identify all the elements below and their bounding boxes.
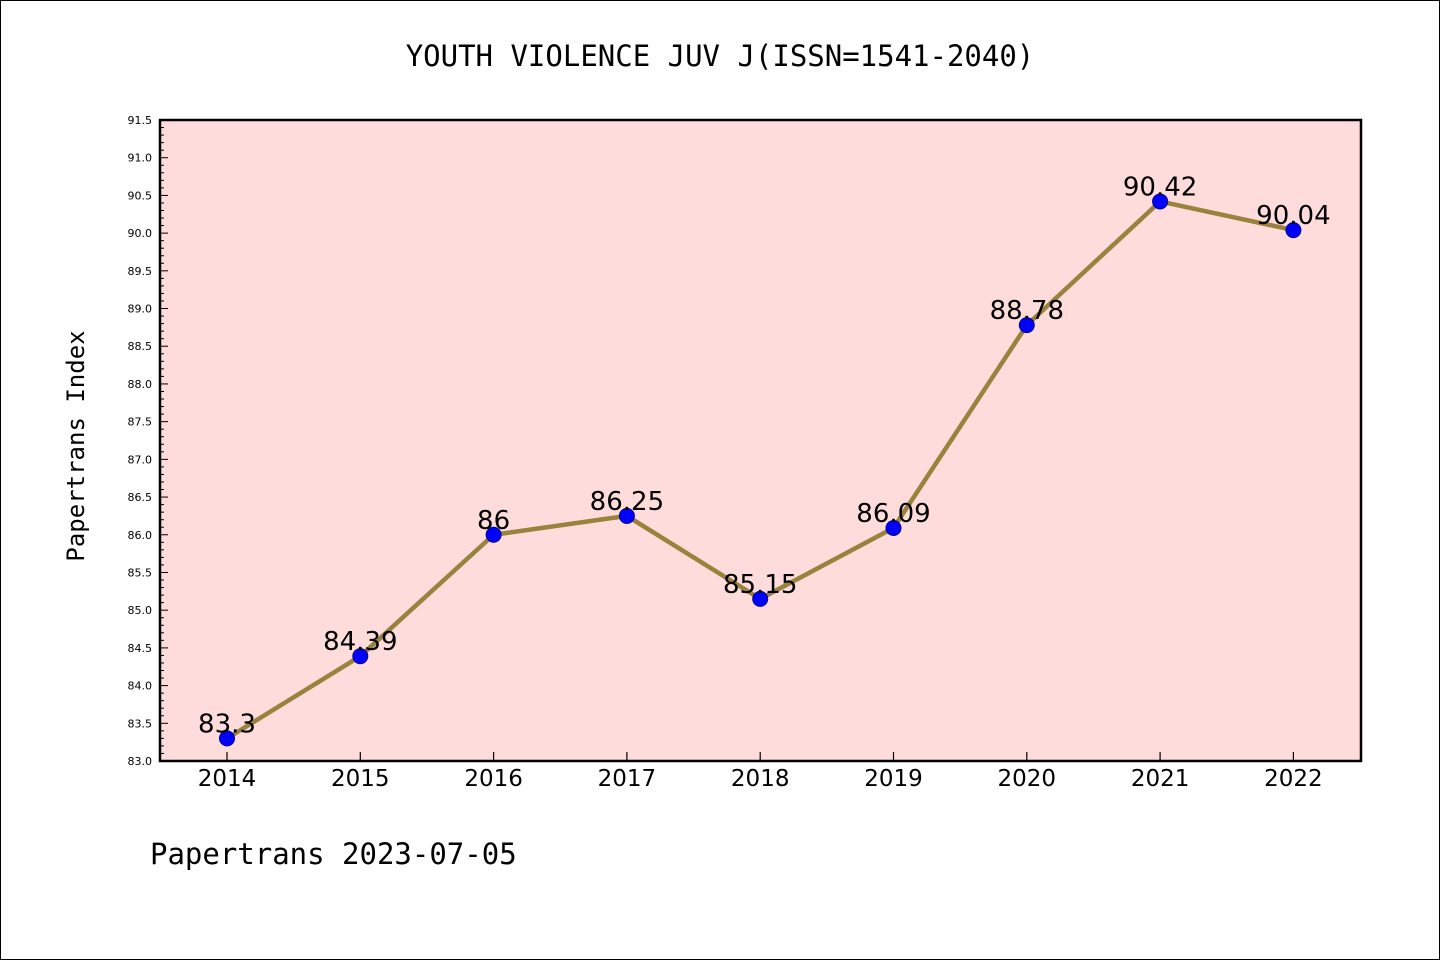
x-tick-label: 2017 — [598, 766, 657, 792]
data-label: 86.25 — [590, 487, 664, 517]
y-tick-label: 88.0 — [128, 378, 153, 391]
data-label: 83.3 — [198, 709, 256, 739]
y-tick-label: 87.5 — [128, 416, 153, 429]
data-point — [1285, 222, 1302, 239]
y-tick-label: 86.0 — [128, 529, 153, 542]
data-point — [219, 730, 235, 747]
x-tick-label: 2014 — [198, 766, 257, 792]
data-label: 84.39 — [323, 627, 397, 657]
data-label: 86.09 — [856, 499, 930, 529]
y-tick-label: 85.5 — [128, 566, 153, 579]
x-axis: 2014 2015 2016 2017 2018 2019 2020 2021 2022 — [198, 752, 1323, 792]
data-label: 90.04 — [1256, 201, 1330, 231]
y-tick-label: 85.0 — [128, 604, 153, 617]
data-label: 85.15 — [723, 570, 797, 600]
data-label: 86 — [477, 506, 510, 536]
data-point — [485, 526, 502, 543]
y-axis: 83.0 83.5 84.0 84.5 85.0 85.5 86.0 86.5 87.0 87.5… — [128, 114, 168, 768]
y-tick-label: 83.5 — [128, 717, 153, 730]
data-labels: 83.3 84.39 86 86.25 85.15 86.09 88.78 90.42 90.0… — [198, 172, 1331, 739]
y-axis-label: Papertrans Index — [62, 330, 90, 561]
y-tick-label: 89.0 — [128, 303, 153, 316]
x-tick-label: 2016 — [464, 766, 523, 792]
chart-title: YOUTH VIOLENCE JUV J(ISSN=1541-2040) — [406, 39, 1035, 73]
data-label: 88.78 — [990, 296, 1064, 326]
y-tick-label: 83.0 — [128, 755, 153, 768]
data-point — [1152, 193, 1169, 210]
y-tick-label: 90.0 — [128, 227, 153, 240]
data-point — [752, 590, 769, 607]
data-label: 90.42 — [1123, 172, 1197, 202]
y-tick-label: 84.5 — [128, 642, 153, 655]
x-tick-label: 2022 — [1264, 766, 1323, 792]
x-tick-label: 2018 — [731, 766, 790, 792]
data-point — [352, 648, 369, 665]
plot-border — [158, 118, 1363, 763]
y-tick-label: 84.0 — [128, 680, 153, 693]
data-point — [618, 507, 635, 524]
y-tick-label: 86.5 — [128, 491, 153, 504]
x-tick-label: 2020 — [998, 766, 1057, 792]
plot-area — [160, 120, 1361, 761]
y-tick-label: 91.0 — [128, 152, 153, 165]
data-point — [1018, 317, 1035, 334]
y-tick-label: 90.5 — [128, 189, 153, 202]
x-tick-label: 2015 — [331, 766, 390, 792]
data-points — [219, 193, 1302, 747]
y-tick-label: 89.5 — [128, 265, 153, 278]
footer-note: Papertrans 2023-07-05 — [150, 837, 517, 871]
x-tick-label: 2021 — [1131, 766, 1190, 792]
x-tick-label: 2019 — [864, 766, 923, 792]
y-tick-label: 87.0 — [128, 453, 153, 466]
y-tick-label: 88.5 — [128, 340, 153, 353]
y-tick-label: 91.5 — [128, 114, 153, 127]
data-point — [885, 519, 902, 536]
